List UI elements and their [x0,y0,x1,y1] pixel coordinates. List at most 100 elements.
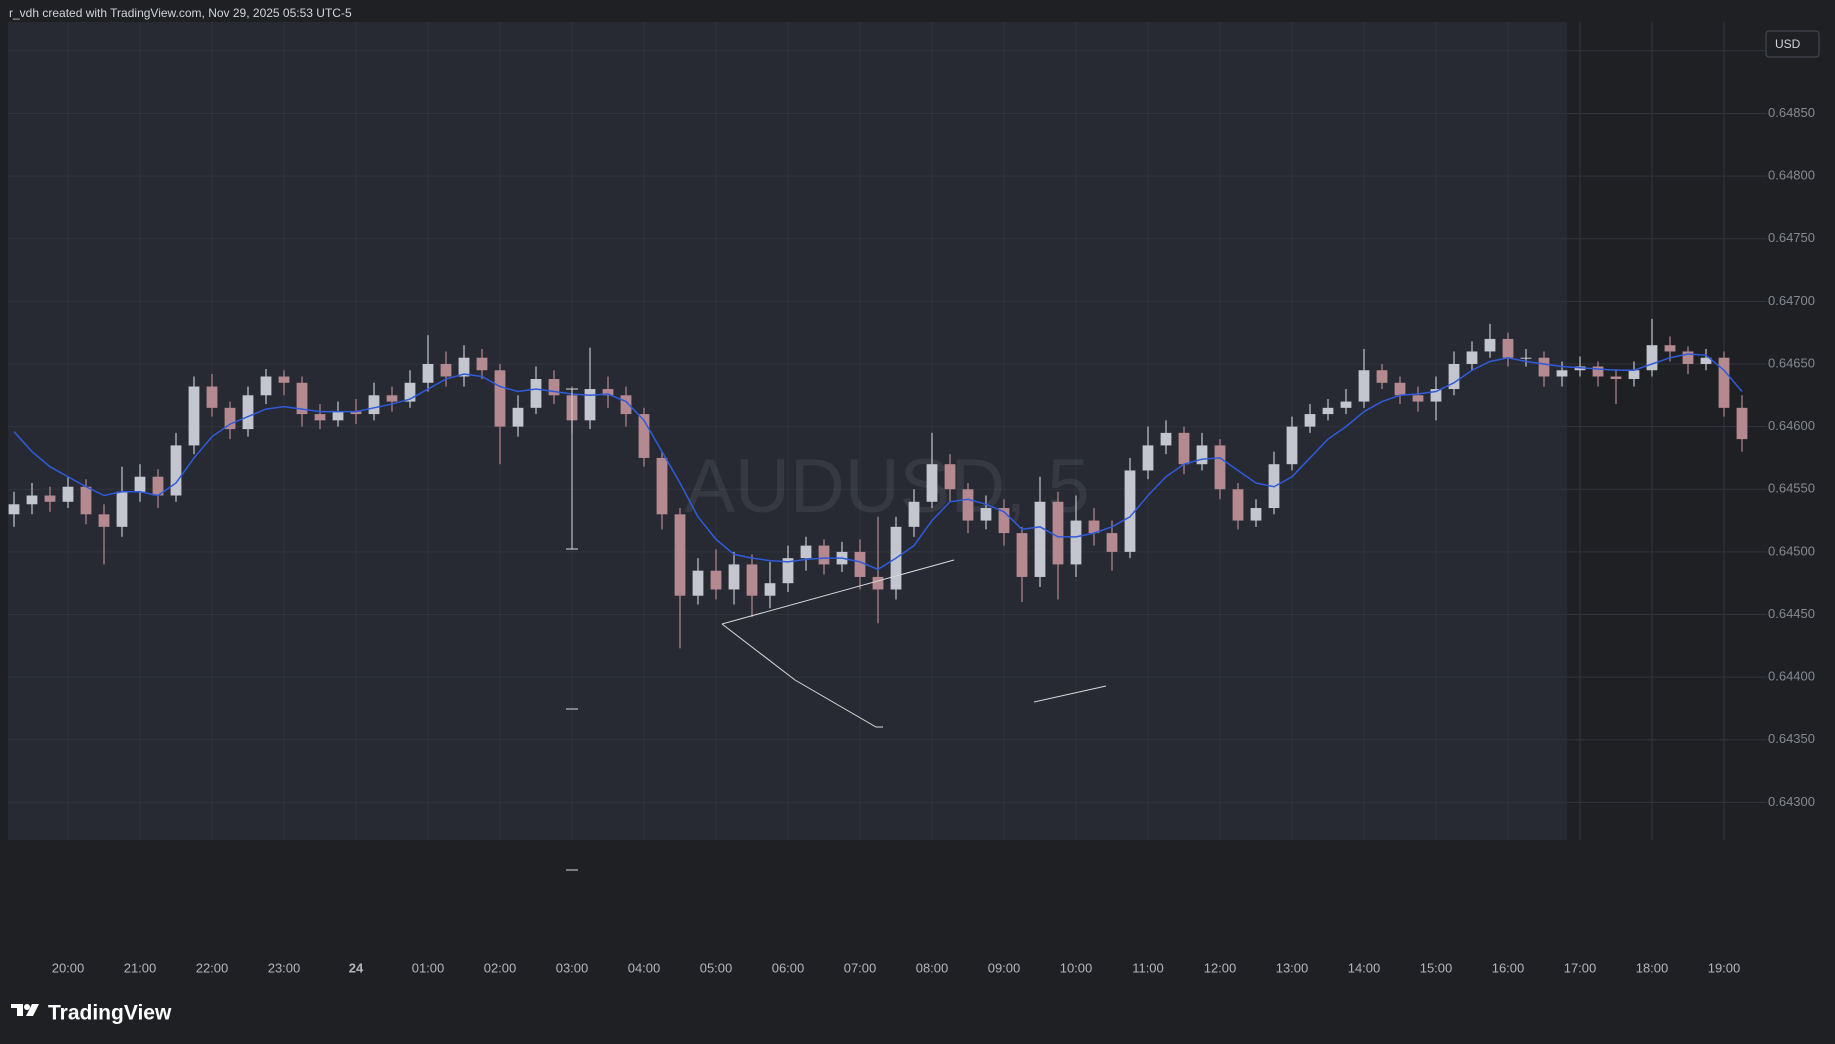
candle-body [350,411,362,415]
candle-body [1502,338,1514,358]
candle-body [1340,401,1352,408]
candle-body [710,570,722,590]
currency-label: USD [1775,37,1801,51]
candle-body [476,357,488,371]
candle-body [1358,370,1370,402]
y-tick-label: 0.64500 [1768,543,1815,558]
candle-body [1664,345,1676,352]
x-tick-label: 22:00 [196,960,229,975]
candle-body [170,445,182,496]
y-tick-label: 0.64800 [1768,168,1815,183]
candle-body [1016,533,1028,577]
candle-body [1322,407,1334,415]
moving-average [13,353,1743,571]
candle-body [314,414,326,421]
candle-body [62,486,74,502]
candle-body [458,357,470,377]
y-tick-label: 0.64300 [1768,794,1815,809]
candle-body [1448,363,1460,390]
candle-body [26,495,38,505]
candle-body [1700,357,1712,364]
candle-body [1376,370,1388,383]
plot [8,318,1748,649]
currency-button[interactable] [1765,30,1820,58]
trend-line [721,559,955,625]
candle-body [800,545,812,559]
x-tick-label: 18:00 [1636,960,1669,975]
x-tick-label: 02:00 [484,960,517,975]
x-tick-label: 10:00 [1060,960,1093,975]
candle-body [530,379,542,408]
y-tick-label: 0.64750 [1768,230,1815,245]
x-tick-label: 15:00 [1420,960,1453,975]
candle-body [674,514,686,596]
candle-body [1142,445,1154,471]
candle-body [1196,445,1208,465]
candle-body [944,464,956,490]
candle-body [980,508,992,521]
candle-body [746,564,758,596]
x-tick-label: 07:00 [844,960,877,975]
trend-line [721,623,883,728]
x-tick-label: 13:00 [1276,960,1309,975]
candle-body [548,379,560,396]
candle-body [1232,489,1244,521]
candle-body [8,504,20,515]
candle-body [872,576,884,590]
candle-body [1736,407,1748,440]
candle-body [1520,357,1532,359]
x-tick-label: 23:00 [268,960,301,975]
candle-body [188,386,200,446]
candle-body [1178,432,1190,465]
x-tick-label: 08:00 [916,960,949,975]
y-tick-label: 0.64850 [1768,105,1815,120]
candle-body [1286,426,1298,465]
candle-body [602,389,614,396]
candle-body [1088,520,1100,534]
candle-body [224,407,236,430]
candle-body [584,389,596,421]
candle-body [854,551,866,577]
x-tick-label: 20:00 [52,960,85,975]
candle-body [1718,357,1730,408]
x-tick-label: 06:00 [772,960,805,975]
candle-body [620,395,632,415]
candle-body [926,464,938,502]
candle-body [764,583,776,596]
candle-body [1250,508,1262,521]
candle-body [1556,370,1568,377]
candle-body [1070,520,1082,565]
candle-body [1430,389,1442,402]
y-tick-label: 0.64350 [1768,731,1815,746]
candle-body [1034,501,1046,577]
candle-body [1160,432,1172,446]
candle-body [1304,414,1316,427]
trend-line [1033,685,1107,703]
candle-body [368,395,380,415]
x-tick-label: 05:00 [700,960,733,975]
x-tick-label: 14:00 [1348,960,1381,975]
candle-body [1592,366,1604,377]
candle-body [80,486,92,515]
y-tick-label: 0.64450 [1768,606,1815,621]
candle-body [962,489,974,521]
candle-body [116,491,128,527]
grid: 0.64300 0.64350 0.64400 0.64450 0.64500 0.645… [8,22,1815,975]
candle-body [44,495,56,502]
candle-body [818,545,830,565]
y-tick-label: 0.64550 [1768,481,1815,496]
candle-body [512,407,524,427]
candle-body [98,514,110,527]
candle-body [152,476,164,496]
candle-body [422,363,434,383]
logo-icon [11,1004,39,1016]
candle-body [1628,370,1640,380]
candle-body [1412,395,1424,402]
x-tick-label: 19:00 [1708,960,1741,975]
y-tick-label: 0.64400 [1768,669,1815,684]
x-tick-label: 09:00 [988,960,1021,975]
watermark: AUDUSD, 5 [684,444,1089,529]
candle-body [728,564,740,590]
candle-body [1052,501,1064,565]
